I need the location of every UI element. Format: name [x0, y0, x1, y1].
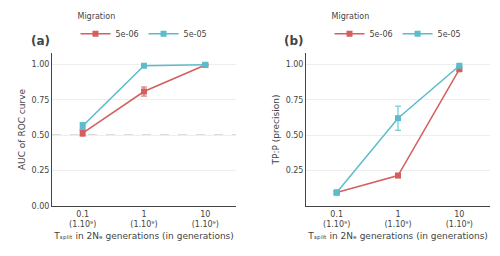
svg-text:Tₛₚₗᵢₜ in 2Nₑ generations (in: Tₛₚₗᵢₜ in 2Nₑ generations (in generation… [53, 231, 234, 241]
svg-text:5e-05: 5e-05 [438, 30, 461, 39]
svg-text:(a): (a) [31, 34, 50, 48]
svg-text:0.1(1.10⁹): 0.1(1.10⁹) [69, 210, 96, 229]
svg-text:TP:P (precision): TP:P (precision) [271, 95, 281, 166]
svg-text:Migration: Migration [77, 12, 115, 21]
svg-text:1.00: 1.00 [286, 60, 304, 69]
svg-text:Tₛₚₗᵢₜ in 2Nₑ generations (in: Tₛₚₗᵢₜ in 2Nₑ generations (in generation… [307, 231, 488, 241]
svg-text:1(1.10⁹): 1(1.10⁹) [130, 210, 157, 229]
svg-text:5e-06: 5e-06 [115, 30, 138, 39]
svg-text:0.25: 0.25 [286, 166, 304, 175]
svg-text:10(1.10⁹): 10(1.10⁹) [446, 210, 473, 229]
svg-text:0.50: 0.50 [32, 131, 50, 140]
svg-text:(b): (b) [284, 34, 304, 48]
svg-text:0.25: 0.25 [32, 166, 50, 175]
svg-text:0.50: 0.50 [286, 131, 304, 140]
svg-text:Migration: Migration [332, 12, 370, 21]
svg-text:1(1.10⁹): 1(1.10⁹) [384, 210, 411, 229]
svg-text:0.00: 0.00 [32, 202, 50, 211]
svg-text:5e-05: 5e-05 [184, 30, 207, 39]
svg-text:1.00: 1.00 [32, 60, 50, 69]
svg-text:5e-06: 5e-06 [370, 30, 393, 39]
svg-text:0.1(1.10⁹): 0.1(1.10⁹) [323, 210, 350, 229]
svg-text:10(1.10⁹): 10(1.10⁹) [192, 210, 219, 229]
svg-text:0.75: 0.75 [32, 96, 50, 105]
svg-text:AUC of ROC curve: AUC of ROC curve [17, 88, 27, 170]
svg-text:0.75: 0.75 [286, 96, 304, 105]
